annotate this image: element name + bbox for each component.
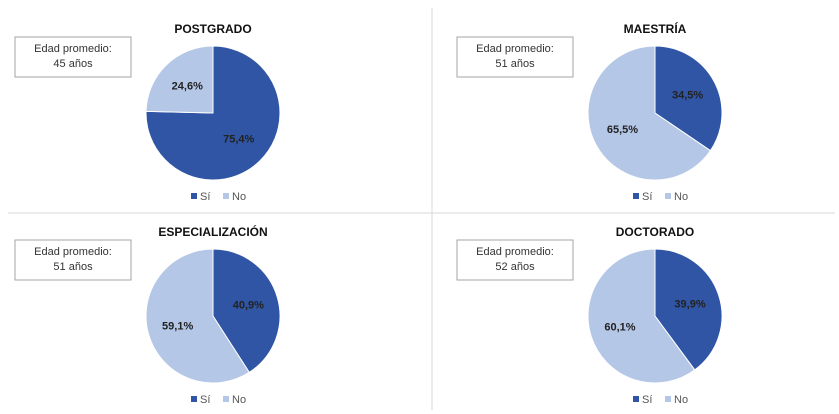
legend-label: Sí <box>642 394 652 406</box>
chart-title: ESPECIALIZACIÓN <box>158 224 267 239</box>
legend-label: Sí <box>200 394 210 406</box>
data-label: 65,5% <box>607 124 638 136</box>
annotation-box <box>14 36 132 78</box>
pie-slice <box>145 248 250 384</box>
legend-label: No <box>232 191 246 203</box>
legend-label: No <box>674 191 688 203</box>
data-label: 75,4% <box>223 133 254 145</box>
annotation-box <box>456 36 574 78</box>
annotation: 45 años <box>53 58 93 70</box>
legend-swatch <box>633 396 639 402</box>
data-label: 39,9% <box>674 298 705 310</box>
pie-slice <box>654 45 723 152</box>
pie-slice <box>654 248 723 371</box>
annotation: Edad promedio: <box>34 43 112 55</box>
legend-swatch <box>223 193 229 199</box>
data-label: 40,9% <box>233 300 264 312</box>
annotation: Edad promedio: <box>476 246 554 258</box>
legend-swatch <box>223 396 229 402</box>
pie-slice <box>145 45 281 181</box>
annotation: 51 años <box>495 58 535 70</box>
data-label: 24,6% <box>172 81 203 93</box>
annotation-box <box>14 239 132 281</box>
pie-slice <box>587 248 696 384</box>
pie-slice <box>587 45 712 181</box>
annotation: 51 años <box>53 261 93 273</box>
data-label: 34,5% <box>672 90 703 102</box>
legend-swatch <box>633 193 639 199</box>
legend-swatch <box>191 193 197 199</box>
legend-swatch <box>191 396 197 402</box>
annotation: Edad promedio: <box>34 246 112 258</box>
chart-title: MAESTRÍA <box>624 21 687 36</box>
chart-title: POSTGRADO <box>174 22 251 36</box>
data-label: 59,1% <box>162 320 193 332</box>
annotation-box <box>456 239 574 281</box>
legend-swatch <box>665 193 671 199</box>
data-label: 60,1% <box>604 321 635 333</box>
annotation: Edad promedio: <box>476 43 554 55</box>
legend-label: Sí <box>642 191 652 203</box>
pie-slice <box>145 45 214 114</box>
legend-label: No <box>674 394 688 406</box>
legend-label: Sí <box>200 191 210 203</box>
legend-swatch <box>665 396 671 402</box>
annotation: 52 años <box>495 261 535 273</box>
legend-label: No <box>232 394 246 406</box>
chart-title: DOCTORADO <box>616 225 694 239</box>
